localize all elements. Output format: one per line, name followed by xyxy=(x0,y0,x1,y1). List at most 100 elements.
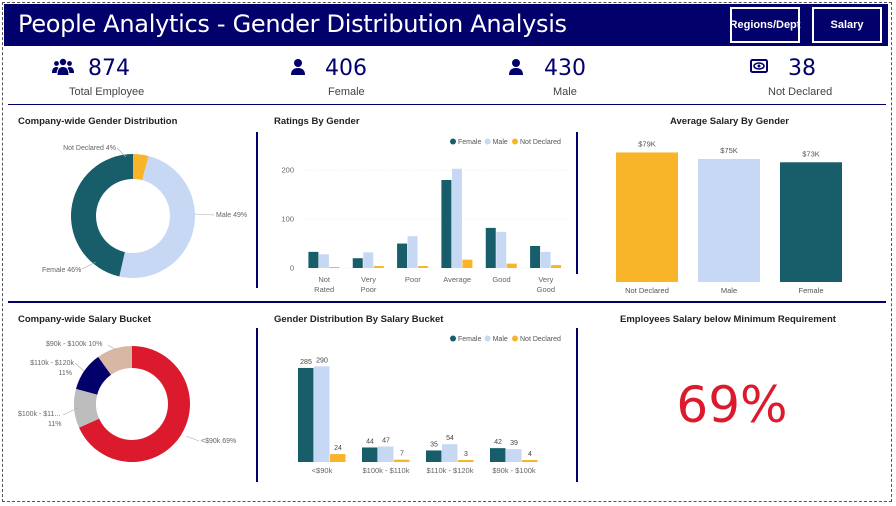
legend-marker xyxy=(450,138,456,145)
salary-bar xyxy=(780,162,842,282)
salary-bucket-title: Company-wide Salary Bucket xyxy=(18,314,152,325)
separator xyxy=(256,328,258,482)
bar-female xyxy=(490,448,506,462)
slice-label-110k-120k: $110k - $120k xyxy=(30,360,74,367)
separator xyxy=(576,132,578,274)
bar-not-declared xyxy=(418,266,429,268)
bar-not-declared xyxy=(462,259,473,268)
bar-not-declared xyxy=(329,267,340,268)
slice-label-under-90k: <$90k 69% xyxy=(201,438,236,445)
x-tick-label: Not xyxy=(318,275,331,284)
male-label: Male xyxy=(553,86,577,98)
bar-female xyxy=(352,258,363,268)
x-tick-label: Very xyxy=(361,275,376,284)
not-declared-label: Not Declared xyxy=(768,86,833,98)
salary-data-label: $75K xyxy=(720,146,738,155)
y-tick-label: 200 xyxy=(281,166,294,175)
x-tick-label: $100k - $110k xyxy=(363,466,410,475)
total-employee-value: 874 xyxy=(88,56,130,81)
id-card-icon xyxy=(750,59,768,73)
slice-label-110k-120k-pct: 11% xyxy=(59,370,73,377)
bar-female xyxy=(362,447,378,462)
bar-not-declared xyxy=(330,454,346,462)
ratings-title: Ratings By Gender xyxy=(274,116,360,127)
bar-male xyxy=(442,444,458,462)
salary-bucket-donut-chart: <$90k 69% $100k - $11... 11% $110k - $120k 1… xyxy=(18,341,236,462)
bar-not-declared xyxy=(394,459,410,462)
x-tick-label: Rated xyxy=(314,285,334,294)
separator xyxy=(8,301,886,303)
legend-label: Not Declared xyxy=(520,139,561,146)
avg-salary-title: Average Salary By Gender xyxy=(670,116,789,127)
people-group-icon xyxy=(52,58,74,75)
bar-not-declared xyxy=(551,265,562,268)
bar-female xyxy=(308,251,319,268)
leader-line xyxy=(116,147,127,158)
legend-marker xyxy=(484,335,491,342)
bar-female xyxy=(397,243,408,268)
salary-bar xyxy=(698,159,760,282)
female-label: Female xyxy=(328,86,365,98)
kpi-total-employee: 874 Total Employee xyxy=(48,48,248,104)
leader-line xyxy=(74,362,85,372)
y-tick-label: 0 xyxy=(290,264,294,273)
y-tick-label: 100 xyxy=(281,215,294,224)
bar-male xyxy=(506,449,522,462)
bar-data-label: 290 xyxy=(316,357,328,364)
bar-male xyxy=(314,366,330,462)
salary-button[interactable]: Salary xyxy=(812,7,882,43)
x-tick-label: $90k - $100k xyxy=(492,466,536,475)
bar-data-label: 285 xyxy=(300,359,312,366)
bar-data-label: 47 xyxy=(382,437,390,444)
salary-data-label: $79K xyxy=(638,139,656,148)
female-user-icon xyxy=(291,59,305,75)
kpi-not-declared: 38 Not Declared xyxy=(748,48,888,104)
x-tick-label: Female xyxy=(798,286,823,295)
male-value: 430 xyxy=(544,56,586,81)
bar-data-label: 4 xyxy=(528,451,532,458)
x-tick-label: Poor xyxy=(361,285,377,294)
slice-label-female: Female 46% xyxy=(42,267,81,274)
legend-label: Female xyxy=(458,336,481,343)
below-min-percent: 69% xyxy=(676,376,788,434)
kpi-female: 406 Female xyxy=(288,48,488,104)
bar-female xyxy=(441,180,452,268)
x-tick-label: <$90k xyxy=(312,466,333,475)
x-tick-label: $110k - $120k xyxy=(427,466,474,475)
leader-line xyxy=(81,261,97,270)
legend-label: Not Declared xyxy=(520,336,561,343)
bar-male xyxy=(540,251,551,268)
legend-label: Male xyxy=(493,139,508,146)
kpi-row: 874 Total Employee 406 Female 430 Male 3… xyxy=(8,48,886,105)
bar-male xyxy=(378,446,394,462)
bar-data-label: 24 xyxy=(334,445,342,452)
donut-slice xyxy=(76,356,112,395)
separator xyxy=(256,132,258,288)
slice-label-100k-110k-pct: 11% xyxy=(48,421,62,428)
bar-male xyxy=(318,254,329,268)
bar-female xyxy=(485,227,496,268)
bar-male xyxy=(451,168,462,268)
leader-line xyxy=(107,344,117,351)
x-tick-label: Good xyxy=(492,275,510,284)
bar-male xyxy=(363,252,374,268)
legend-marker xyxy=(450,335,456,342)
legend-marker xyxy=(512,335,518,342)
leader-line xyxy=(185,435,200,442)
salary-data-label: $73K xyxy=(802,149,820,158)
gender-by-bucket-title: Gender Distribution By Salary Bucket xyxy=(274,314,444,325)
donut-slice xyxy=(79,346,190,462)
bar-not-declared xyxy=(506,263,517,268)
bar-male xyxy=(496,231,507,268)
regions-dept-button[interactable]: Regions/Dept xyxy=(730,7,800,43)
donut-slice xyxy=(133,154,149,181)
bar-not-declared xyxy=(522,460,538,462)
male-user-icon xyxy=(509,59,523,75)
avg-salary-bar-chart: $79K Not Declared $75K Male $73K Female xyxy=(616,139,842,295)
salary-bar xyxy=(616,152,678,282)
legend-label: Male xyxy=(493,336,508,343)
slice-label-100k-110k: $100k - $11... xyxy=(18,411,60,418)
total-employee-label: Total Employee xyxy=(69,86,145,98)
kpi-male: 430 Male xyxy=(508,48,708,104)
